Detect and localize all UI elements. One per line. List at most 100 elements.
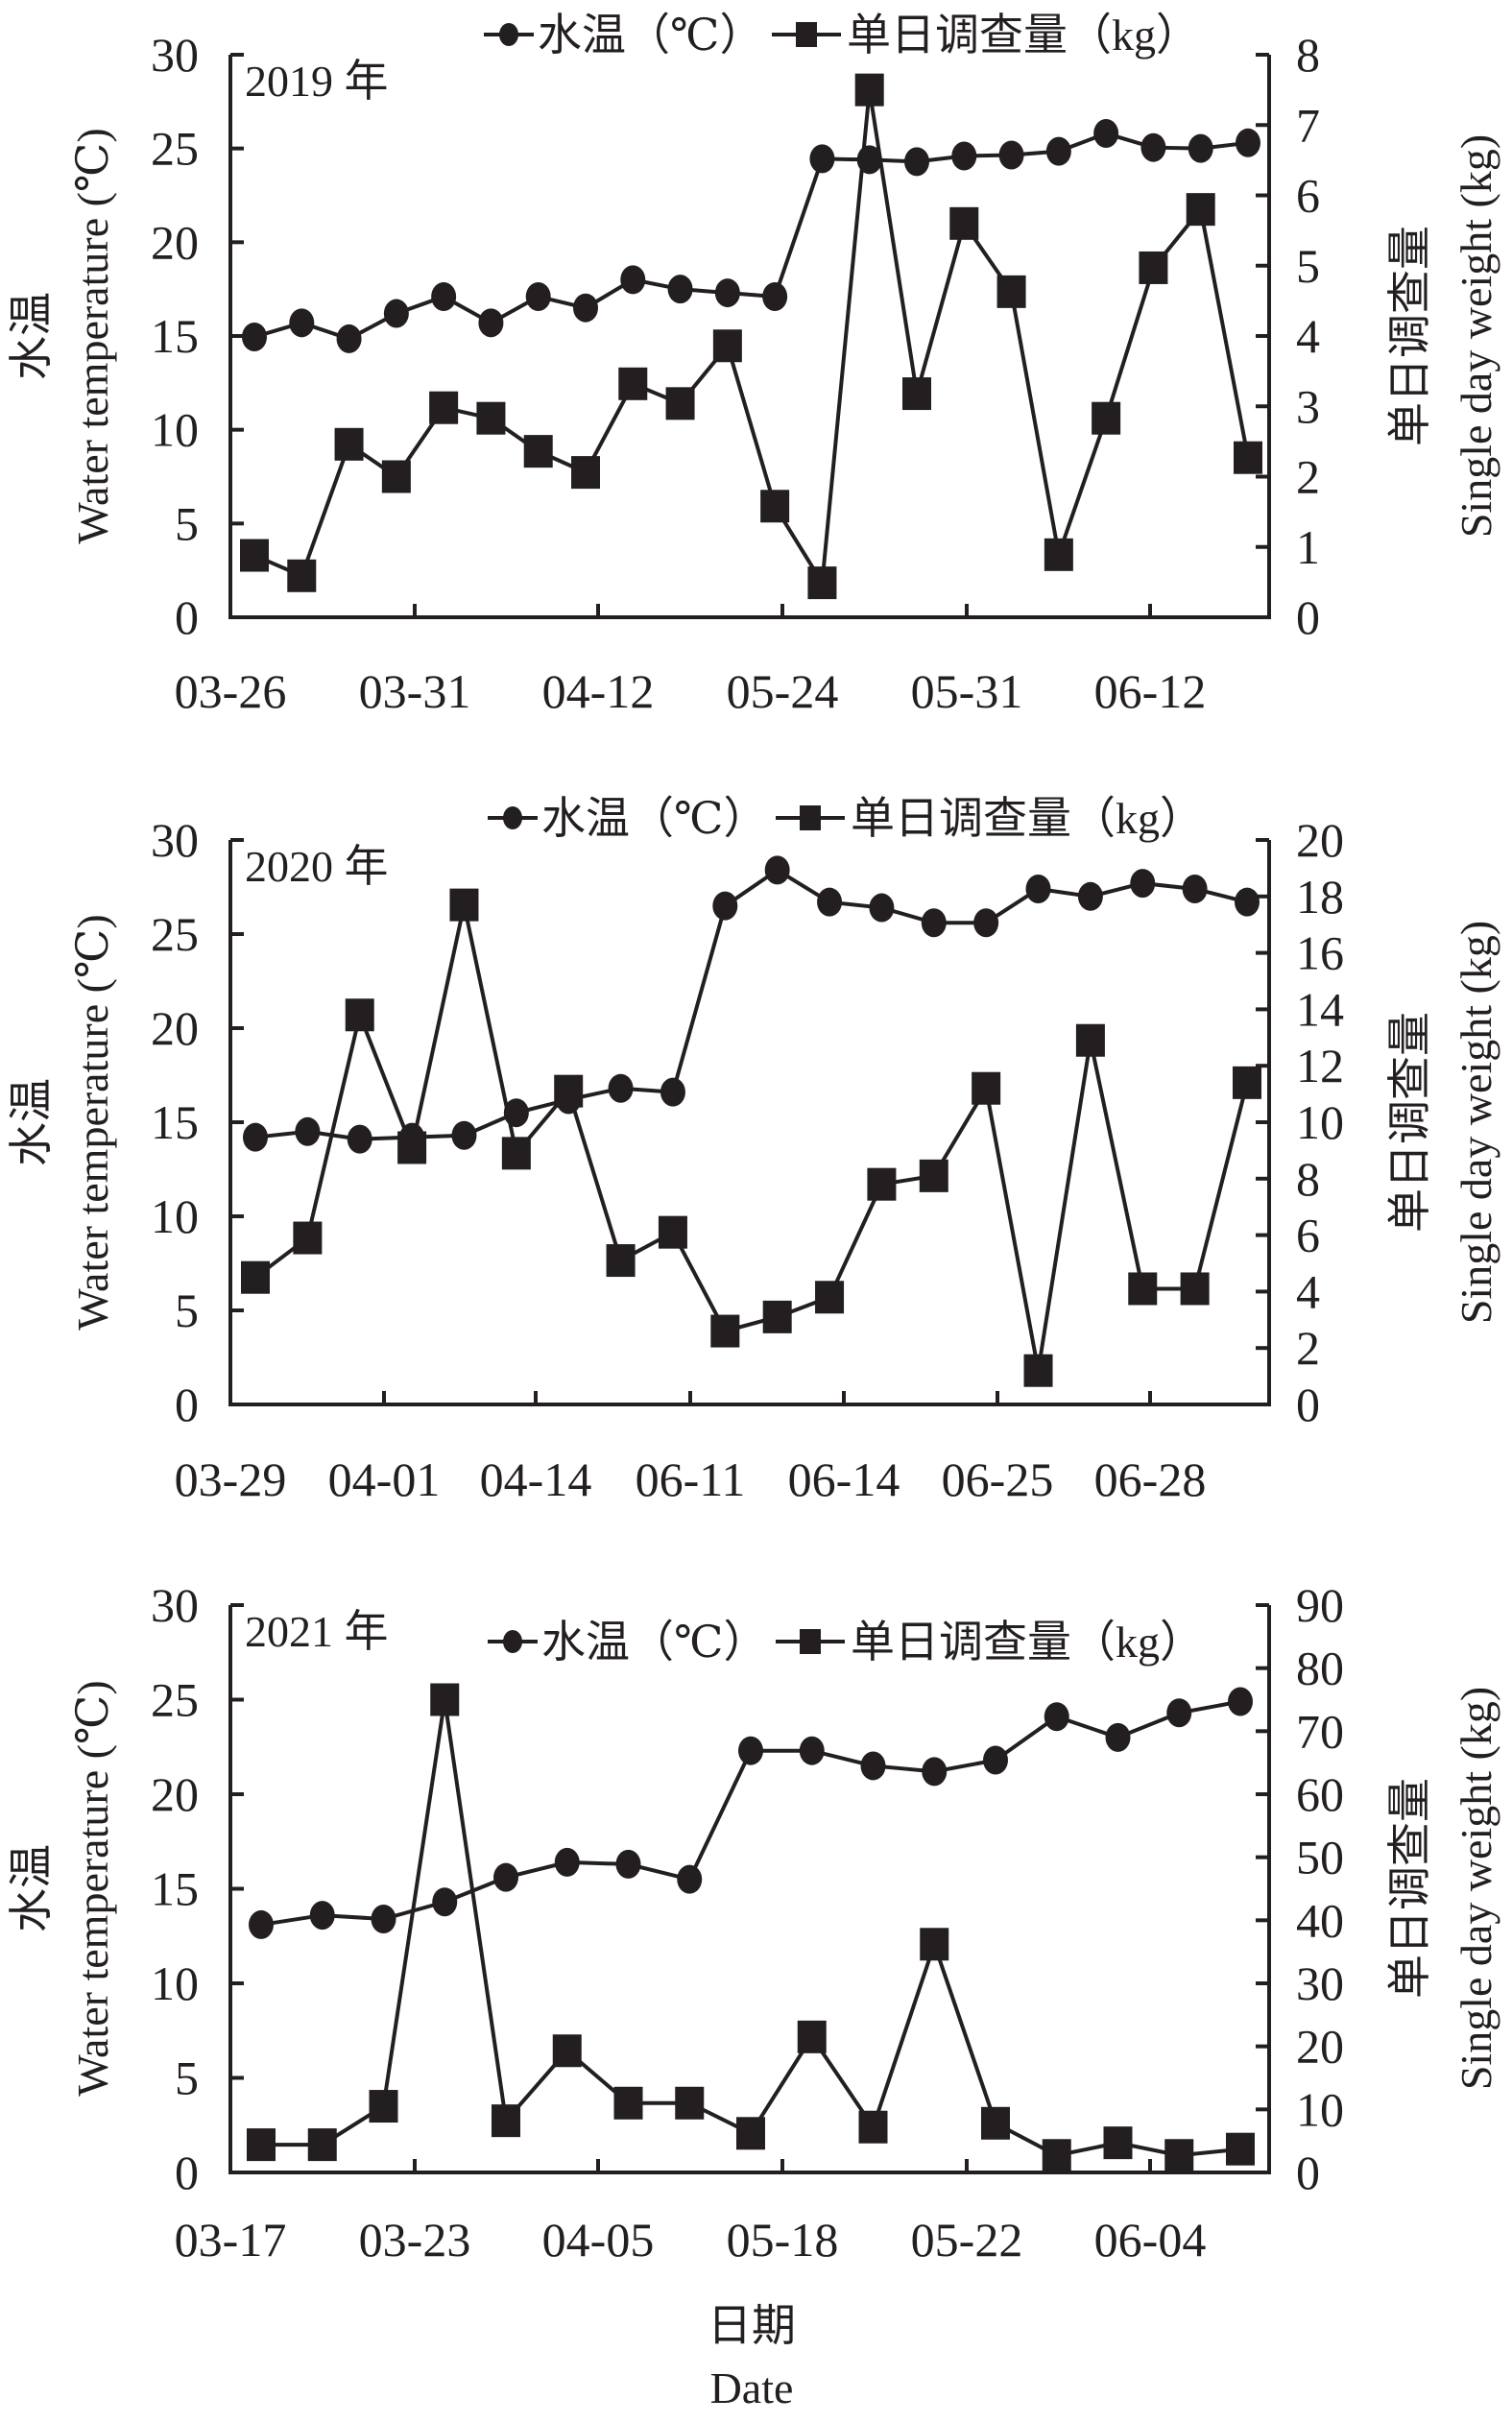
weight-point-square [381, 460, 411, 493]
weight-point-square [710, 1314, 740, 1348]
temperature-point-circle [478, 308, 504, 338]
temperature-point-circle [677, 1864, 703, 1894]
weight-point-square [760, 490, 790, 523]
temperature-point-circle [1188, 133, 1213, 163]
right-y-tick-label: 60 [1296, 1767, 1344, 1821]
right-axis-title-en: Single day weight (kg) [1452, 1687, 1500, 2090]
temperature-point-circle [615, 1849, 641, 1879]
temperature-series-line [253, 131, 1249, 342]
weight-point-square [369, 2090, 398, 2123]
x-tick-label: 04-01 [328, 1452, 441, 1506]
right-y-tick-label: 20 [1296, 2020, 1344, 2074]
right-y-tick-label: 2 [1296, 450, 1320, 504]
temperature-point-circle [336, 324, 362, 353]
right-y-tick-label: 10 [1296, 1095, 1344, 1149]
weight-point-square [949, 206, 979, 240]
weight-point-square [1233, 1066, 1261, 1099]
temperature-point-circle [432, 1887, 458, 1917]
right-y-tick-label: 50 [1296, 1831, 1344, 1884]
temperature-point-circle [620, 265, 646, 295]
x-tick-label: 04-12 [542, 664, 655, 718]
temperature-point-circle [1182, 874, 1208, 903]
x-tick-label: 06-11 [636, 1452, 746, 1506]
right-y-tick-label: 12 [1296, 1039, 1344, 1092]
x-tick-label: 05-18 [727, 2213, 839, 2267]
x-tick-label: 04-05 [542, 2213, 655, 2267]
temperature-point-circle [1025, 874, 1051, 903]
right-y-tick-label: 0 [1296, 2146, 1320, 2199]
right-axis-title: 单日调查量 Single day weight (kg) [1385, 134, 1500, 538]
legend-temperature-label: 水温（℃） [538, 11, 763, 60]
x-tick-label: 03-26 [175, 664, 287, 718]
legend-circle-icon [499, 23, 518, 46]
x-tick-label: 06-12 [1094, 664, 1207, 718]
temperature-point-circle [983, 1745, 1008, 1775]
weight-series-line [253, 904, 1249, 1372]
left-axis-title-cn: 水温 [7, 292, 56, 380]
temperature-point-circle [289, 308, 315, 338]
temperature-point-circle [243, 1122, 268, 1152]
weight-point-square [476, 401, 506, 435]
weight-point-square [334, 427, 364, 461]
temperature-point-circle [973, 908, 999, 938]
weight-point-square [247, 2128, 276, 2162]
right-axis-title-en: Single day weight (kg) [1452, 134, 1500, 538]
left-y-tick-label: 10 [151, 1956, 199, 2010]
right-y-tick-label: 90 [1296, 1578, 1344, 1632]
weight-point-square [1075, 1023, 1105, 1057]
left-y-tick-label: 25 [151, 122, 199, 176]
weight-point-square [762, 1300, 792, 1333]
x-tick-label: 05-24 [727, 664, 839, 718]
weight-point-square [429, 391, 459, 424]
temperature-point-circle [1077, 881, 1103, 911]
temperature-point-circle [667, 275, 693, 304]
weight-point-square [996, 275, 1026, 308]
x-tick-label: 03-29 [175, 1452, 287, 1506]
left-y-tick-label: 0 [175, 1378, 199, 1431]
left-y-tick-label: 5 [175, 1283, 199, 1337]
x-tick-label: 06-25 [942, 1452, 1054, 1506]
temperature-point-circle [295, 1116, 321, 1146]
weight-point-square [606, 1244, 636, 1278]
right-axis-title-en: Single day weight (kg) [1452, 921, 1500, 1324]
right-y-tick-label: 4 [1296, 1264, 1320, 1318]
temperature-point-circle [764, 855, 790, 885]
temperature-point-circle [922, 1757, 948, 1787]
right-y-tick-label: 4 [1296, 309, 1320, 363]
temperature-point-circle [1236, 128, 1260, 157]
weight-point-square [492, 2104, 520, 2138]
legend-temperature-label: 水温（℃） [541, 794, 767, 843]
weight-point-square [1128, 1272, 1158, 1306]
right-axis-title-cn: 单日调查量 [1385, 1778, 1434, 1999]
weight-point-square [858, 2110, 888, 2144]
right-y-tick-label: 16 [1296, 926, 1344, 980]
temperature-point-circle [399, 1122, 425, 1152]
x-tick-label: 05-22 [911, 2213, 1023, 2267]
legend-weight-label: 单日调查量（kg） [847, 11, 1200, 60]
temperature-point-circle [1044, 1702, 1069, 1732]
temperature-point-circle [309, 1901, 335, 1931]
left-y-tick-label: 25 [151, 907, 199, 961]
temperature-point-circle [573, 293, 598, 323]
panel-year-label: 2019 年 [245, 57, 389, 106]
temperature-point-circle [856, 145, 882, 175]
weight-point-square [613, 2086, 643, 2120]
left-y-tick-label: 0 [175, 590, 199, 644]
weight-point-square [293, 1221, 323, 1255]
right-y-tick-label: 20 [1296, 813, 1344, 867]
x-axis-title-en: Date [710, 2363, 794, 2412]
right-y-tick-label: 3 [1296, 379, 1320, 433]
weight-point-square [1042, 2139, 1071, 2172]
right-y-tick-label: 6 [1296, 169, 1320, 223]
temperature-point-circle [1105, 1722, 1131, 1752]
left-axis-title: 水温 Water temperature (℃) [7, 128, 117, 543]
weight-point-square [1023, 1354, 1053, 1387]
x-tick-label: 05-31 [911, 664, 1023, 718]
weight-point-square [1092, 401, 1121, 435]
weight-point-square [981, 2106, 1010, 2140]
right-axis-title-cn: 单日调查量 [1385, 1012, 1434, 1233]
temperature-point-circle [1235, 887, 1260, 917]
legend-weight-label: 单日调查量（kg） [851, 1618, 1204, 1667]
weight-point-square [815, 1281, 845, 1314]
